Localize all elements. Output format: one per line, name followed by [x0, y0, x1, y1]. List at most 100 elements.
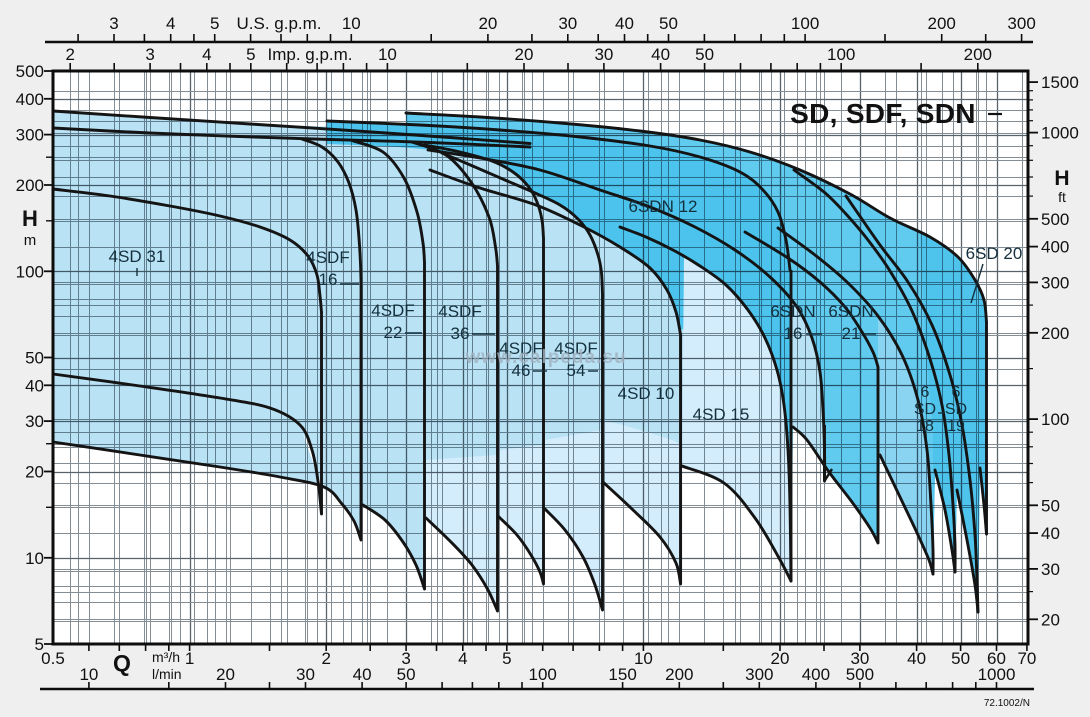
svg-text:3: 3: [109, 14, 118, 33]
svg-text:50: 50: [397, 665, 416, 684]
svg-text:m: m: [24, 232, 37, 249]
svg-text:30: 30: [1041, 560, 1060, 579]
svg-text:300: 300: [16, 126, 44, 145]
svg-text:40: 40: [651, 45, 670, 64]
svg-text:16: 16: [319, 270, 338, 289]
svg-text:150: 150: [608, 665, 636, 684]
svg-text:SD, SDF, SDN: SD, SDF, SDN: [790, 98, 976, 129]
svg-text:4: 4: [166, 14, 175, 33]
svg-text:40: 40: [353, 665, 372, 684]
svg-text:22: 22: [384, 323, 403, 342]
svg-text:10: 10: [342, 14, 361, 33]
svg-text:U.S. g.p.m.: U.S. g.p.m.: [236, 14, 321, 33]
svg-text:30: 30: [594, 45, 613, 64]
svg-text:30: 30: [850, 649, 869, 668]
svg-text:20: 20: [771, 649, 790, 668]
svg-text:ft: ft: [1058, 189, 1066, 205]
svg-text:18: 18: [916, 418, 934, 435]
svg-text:5: 5: [246, 45, 255, 64]
svg-text:5: 5: [502, 649, 511, 668]
svg-text:100: 100: [1041, 410, 1069, 429]
svg-text:1000: 1000: [978, 665, 1016, 684]
svg-text:200: 200: [16, 176, 44, 195]
svg-text:72.1002/N: 72.1002/N: [984, 698, 1030, 709]
svg-text:400: 400: [16, 90, 44, 109]
svg-text:19: 19: [947, 418, 965, 435]
svg-text:20: 20: [478, 14, 497, 33]
svg-text:50: 50: [1041, 496, 1060, 515]
svg-text:20: 20: [1041, 610, 1060, 629]
svg-text:4: 4: [202, 45, 211, 64]
svg-text:0.5: 0.5: [41, 649, 65, 668]
svg-text:4SD 31: 4SD 31: [109, 247, 166, 266]
svg-text:200: 200: [928, 14, 956, 33]
svg-text:30: 30: [558, 14, 577, 33]
svg-text:20: 20: [216, 665, 235, 684]
svg-text:50: 50: [695, 45, 714, 64]
svg-text:1: 1: [185, 649, 194, 668]
svg-text:l/min: l/min: [152, 666, 182, 682]
svg-text:20: 20: [515, 45, 534, 64]
svg-text:50: 50: [659, 14, 678, 33]
svg-text:6SDN: 6SDN: [828, 302, 873, 321]
svg-text:2: 2: [321, 649, 330, 668]
svg-text:500: 500: [846, 665, 874, 684]
svg-text:40: 40: [615, 14, 634, 33]
svg-text:5: 5: [210, 14, 219, 33]
svg-text:21: 21: [842, 324, 861, 343]
svg-text:3: 3: [401, 649, 410, 668]
svg-text:70: 70: [1017, 649, 1036, 668]
svg-text:10: 10: [378, 45, 397, 64]
svg-text:2: 2: [65, 45, 74, 64]
svg-text:SD: SD: [914, 401, 936, 418]
svg-text:300: 300: [1007, 14, 1035, 33]
svg-text:www.calpeda.su: www.calpeda.su: [464, 347, 626, 368]
svg-text:10: 10: [79, 665, 98, 684]
svg-text:10: 10: [25, 549, 44, 568]
svg-text:200: 200: [665, 665, 693, 684]
svg-text:4SDF: 4SDF: [371, 301, 414, 320]
svg-text:46: 46: [512, 361, 531, 380]
svg-text:200: 200: [1041, 324, 1069, 343]
svg-text:40: 40: [907, 649, 926, 668]
svg-text:6SDN 12: 6SDN 12: [629, 197, 698, 216]
svg-text:SD: SD: [945, 401, 967, 418]
svg-text:1500: 1500: [1041, 73, 1079, 92]
svg-text:6SD 20: 6SD 20: [966, 244, 1023, 263]
svg-text:Imp. g.p.m.: Imp. g.p.m.: [267, 45, 352, 64]
svg-text:Q: Q: [113, 650, 131, 676]
svg-text:6: 6: [921, 384, 930, 401]
svg-text:4SD 10: 4SD 10: [618, 384, 675, 403]
svg-text:5: 5: [35, 635, 44, 654]
svg-text:H: H: [1054, 167, 1069, 190]
svg-text:16: 16: [784, 324, 803, 343]
svg-text:36: 36: [451, 324, 470, 343]
svg-text:60: 60: [987, 649, 1006, 668]
svg-text:30: 30: [296, 665, 315, 684]
svg-text:400: 400: [802, 665, 830, 684]
svg-text:6: 6: [952, 384, 961, 401]
svg-text:400: 400: [1041, 238, 1069, 257]
svg-text:300: 300: [745, 665, 773, 684]
svg-text:100: 100: [791, 14, 819, 33]
svg-text:50: 50: [951, 649, 970, 668]
svg-text:30: 30: [25, 412, 44, 431]
svg-text:40: 40: [25, 376, 44, 395]
svg-text:3: 3: [145, 45, 154, 64]
svg-text:40: 40: [1041, 524, 1060, 543]
svg-text:m³/h: m³/h: [152, 649, 180, 665]
svg-text:6SDN: 6SDN: [770, 302, 815, 321]
svg-text:4SDF: 4SDF: [499, 339, 542, 358]
svg-text:100: 100: [529, 665, 557, 684]
svg-text:500: 500: [16, 62, 44, 81]
svg-text:4SDF: 4SDF: [554, 339, 597, 358]
svg-text:4SD 15: 4SD 15: [693, 405, 750, 424]
svg-text:4SDF: 4SDF: [438, 302, 481, 321]
svg-text:4: 4: [458, 649, 467, 668]
svg-text:50: 50: [25, 349, 44, 368]
svg-text:500: 500: [1041, 210, 1069, 229]
svg-text:20: 20: [25, 463, 44, 482]
svg-text:4SDF: 4SDF: [306, 248, 349, 267]
svg-text:H: H: [22, 206, 38, 231]
svg-text:300: 300: [1041, 273, 1069, 292]
